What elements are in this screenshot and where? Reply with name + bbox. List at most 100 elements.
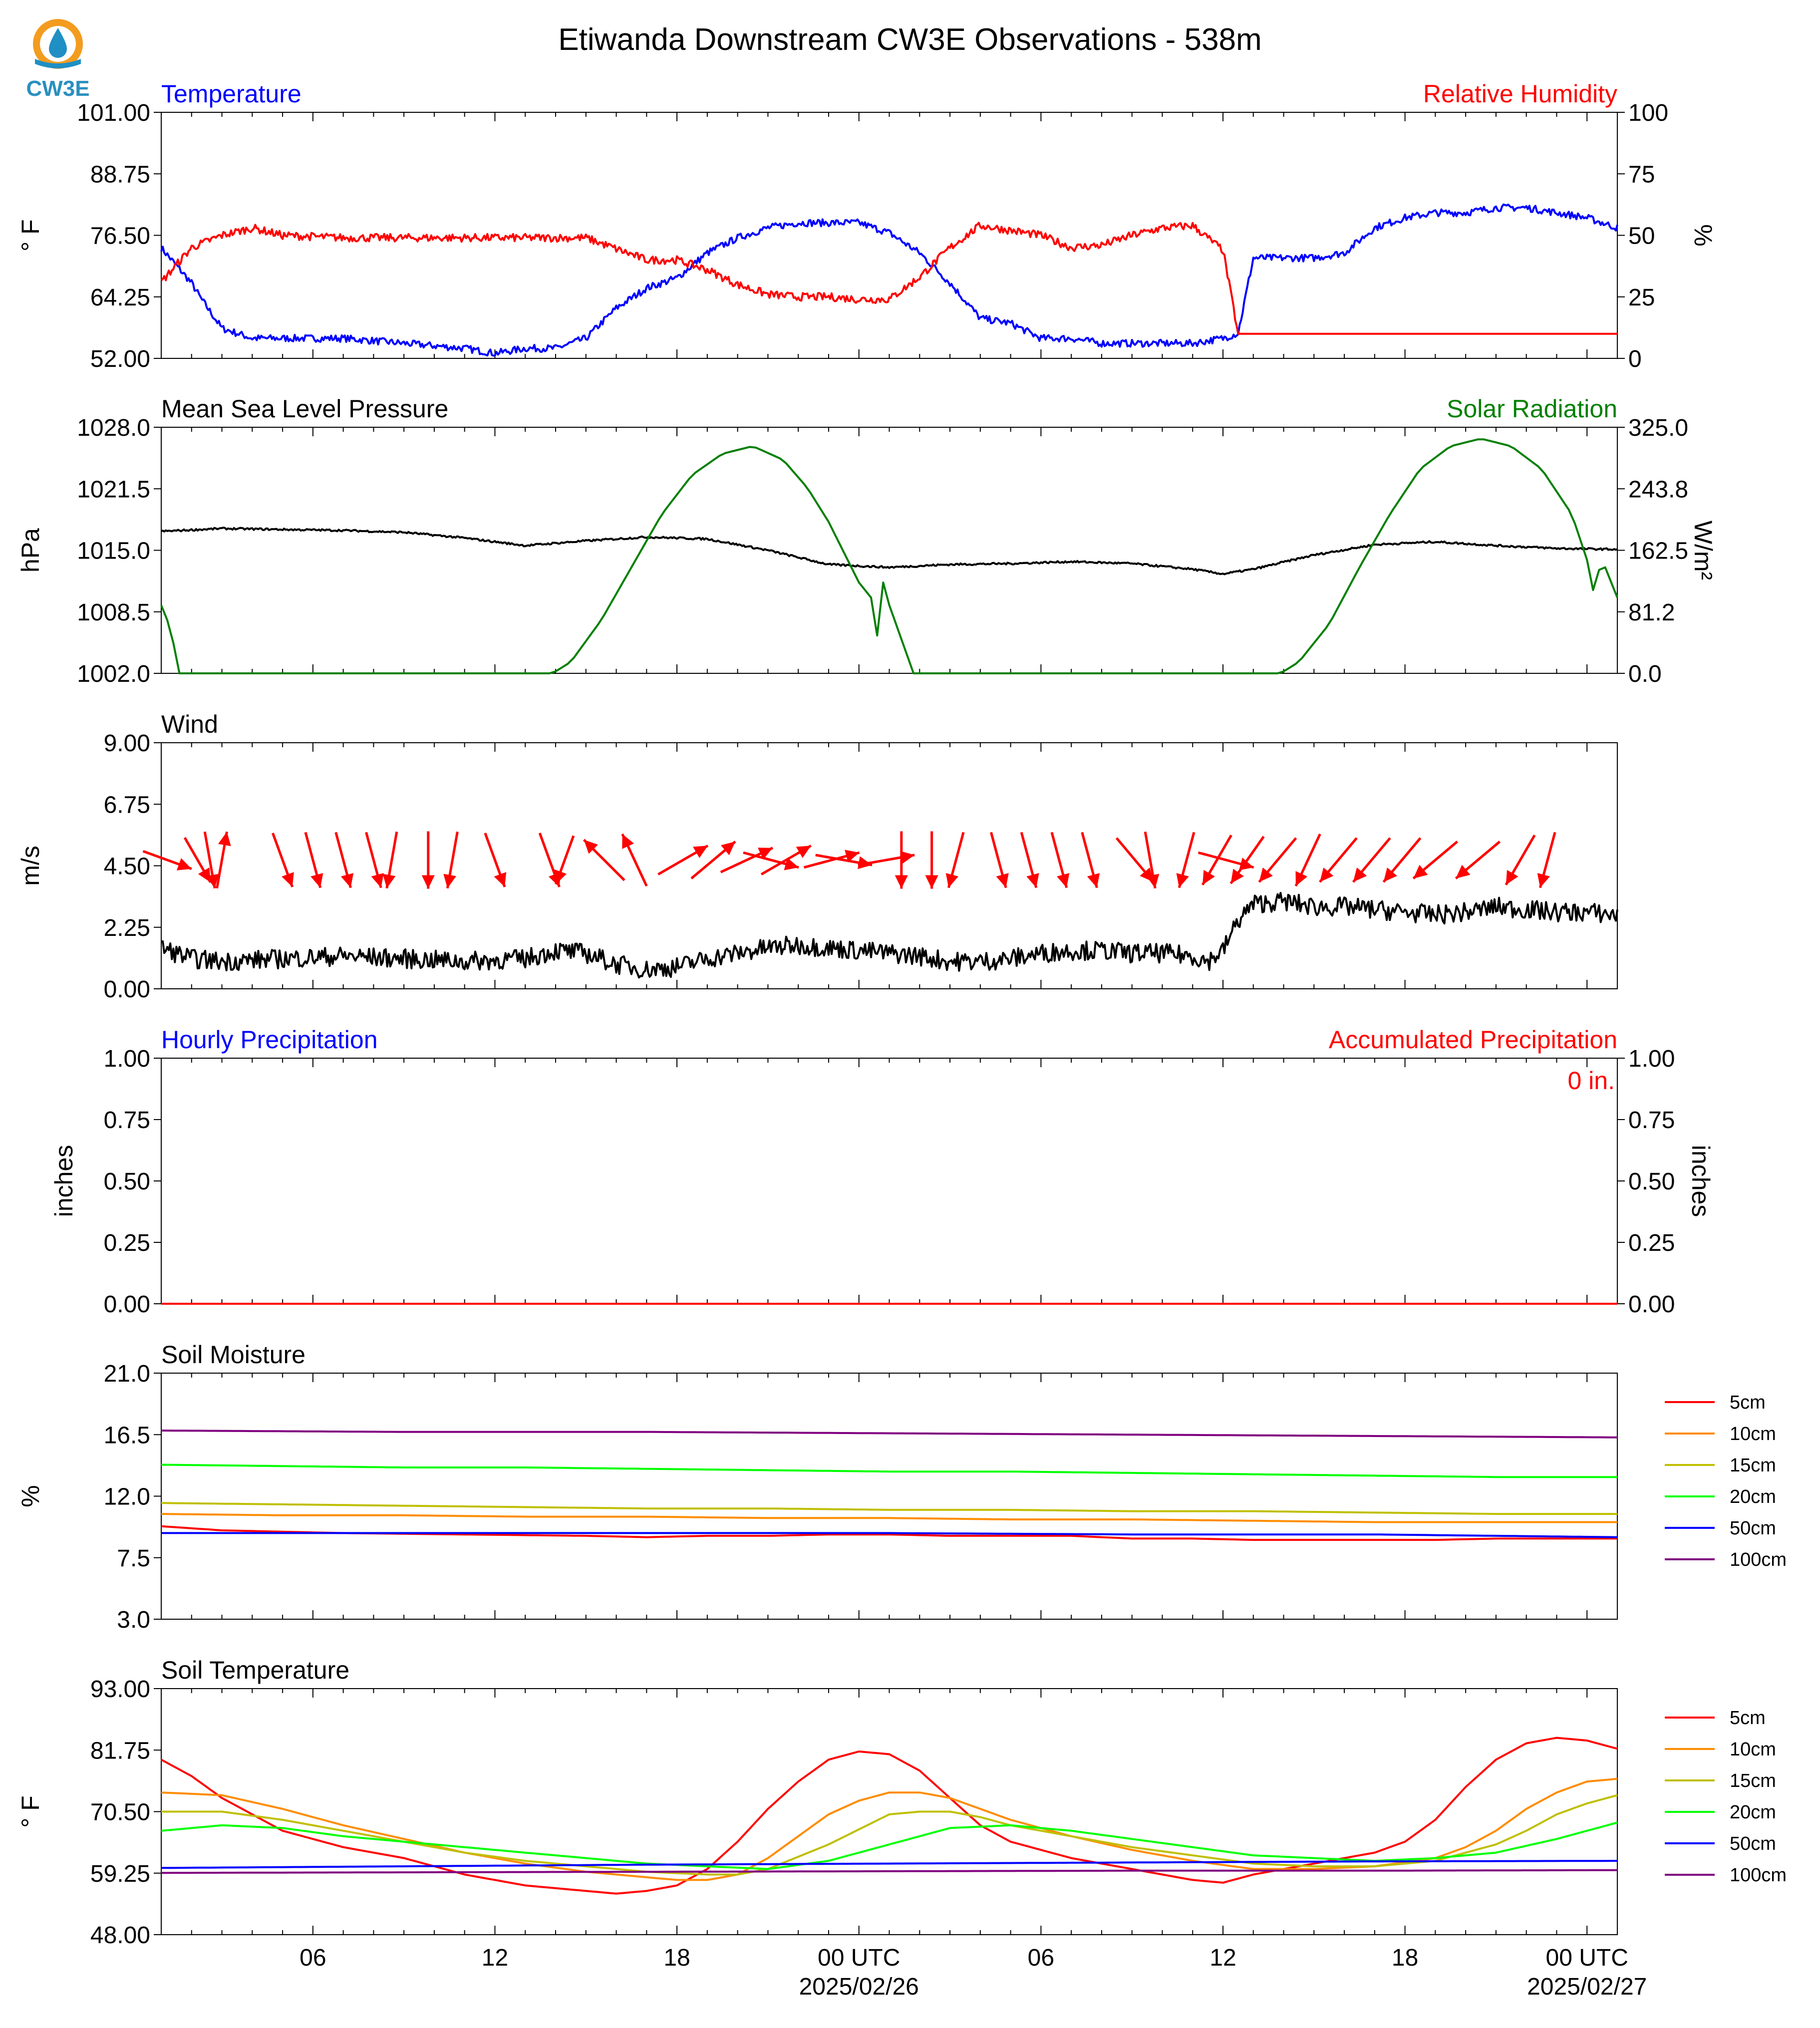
precip-total-label: 0 in. <box>1567 1067 1615 1095</box>
wind-arrow-head <box>340 873 354 888</box>
x-tick-label: 12 <box>1210 1945 1236 1971</box>
legend-label: 5cm <box>1730 1708 1766 1729</box>
y-tick-label: 76.50 <box>90 223 150 250</box>
series-line-mean-sea-level-pressure <box>161 527 1618 576</box>
panel-title: Hourly Precipitation <box>161 1026 378 1054</box>
wind-arrow-head <box>996 873 1009 888</box>
series-line-100cm <box>161 1430 1617 1439</box>
y-tick-label: 9.00 <box>104 730 150 757</box>
chart-panels: 52.00 64.25 76.50 88.75 101.00 0 25 50 75 100 Temp… <box>16 80 1787 2000</box>
y-tick-label: 0.00 <box>104 976 150 1003</box>
wind-arrow-head <box>784 858 799 870</box>
wind-arrow-head <box>282 872 294 887</box>
y-tick-label: 2.25 <box>104 915 150 941</box>
wind-arrow-head <box>757 848 773 860</box>
wind-arrow-head <box>1537 873 1550 888</box>
wind-arrow-head <box>945 873 958 888</box>
panel-right-title: Relative Humidity <box>1423 80 1617 108</box>
y-tick-label: 1008.5 <box>77 599 150 626</box>
right-y-tick-label: 325.0 <box>1628 415 1688 441</box>
y-tick-label: 6.75 <box>104 792 150 818</box>
x-date-label: 2025/02/26 <box>799 1974 919 2000</box>
legend: 5cm 10cm 15cm 20cm 50cm 100cm <box>1665 1708 1787 1886</box>
wind-arrow-head <box>895 875 908 889</box>
logo-drop <box>49 28 67 58</box>
series-line-5cm <box>161 1737 1618 1895</box>
y-tick-label: 52.00 <box>90 346 150 372</box>
y-axis-label: ° F <box>16 219 44 251</box>
wind-arrow <box>1382 837 1422 883</box>
wind-arrow-head <box>796 846 811 859</box>
panel-3: 0.00 0.25 0.50 0.75 1.00 0.00 0.25 0.50 0.75 1.00… <box>50 1026 1715 1318</box>
wind-arrow <box>443 831 459 889</box>
y-tick-label: 59.25 <box>90 1861 150 1887</box>
wind-arrow <box>657 845 709 875</box>
right-y-tick-label: 0.75 <box>1628 1107 1675 1134</box>
y-tick-label: 0.25 <box>104 1230 150 1256</box>
y-axis-label: hPa <box>16 528 44 573</box>
panel-4: 3.0 7.5 12.0 16.5 21.0 Soil Moisture% 5cm 10cm 1… <box>16 1341 1787 1633</box>
wind-arrow-head <box>421 875 435 889</box>
legend-label: 20cm <box>1730 1802 1776 1823</box>
x-tick-label: 06 <box>300 1945 326 1971</box>
series-line-15cm <box>161 1502 1617 1515</box>
y-tick-label: 1002.0 <box>77 661 150 687</box>
wind-arrow-head <box>693 846 708 859</box>
panel-0: 52.00 64.25 76.50 88.75 101.00 0 25 50 75 100 Temp… <box>16 80 1717 372</box>
series-line-solar-radiation <box>160 438 1618 674</box>
cw3e-logo: CW3E <box>26 19 90 101</box>
wind-arrow-head <box>198 867 211 882</box>
y-axis-label: inches <box>50 1145 78 1217</box>
x-tick-label: 12 <box>482 1945 508 1971</box>
right-y-tick-label: 0 <box>1628 346 1642 372</box>
y-tick-label: 21.0 <box>104 1361 150 1387</box>
wind-arrow <box>925 831 938 889</box>
y-tick-label: 1021.5 <box>77 476 150 503</box>
wind-arrow <box>1229 836 1265 884</box>
right-y-tick-label: 243.8 <box>1628 476 1688 503</box>
wind-arrow <box>1050 832 1070 888</box>
wind-arrow-head <box>554 869 567 884</box>
legend: 5cm 10cm 15cm 20cm 50cm 100cm <box>1665 1392 1787 1570</box>
page-title: Etiwanda Downstream CW3E Observations - … <box>558 22 1261 57</box>
legend-label: 100cm <box>1730 1865 1787 1886</box>
series-line-temperature <box>160 203 1618 357</box>
wind-arrow <box>1081 832 1100 888</box>
series-line-100cm <box>161 1869 1618 1874</box>
wind-arrow <box>183 837 212 883</box>
wind-arrow <box>1144 831 1160 889</box>
wind-arrow <box>858 851 915 867</box>
legend-label: 50cm <box>1730 1518 1776 1539</box>
wind-arrow <box>1294 833 1321 887</box>
series-line-10cm <box>161 1513 1617 1523</box>
logo-wave <box>35 59 81 68</box>
wind-arrow-head <box>622 834 634 849</box>
wind-arrow-head <box>1456 865 1471 878</box>
panel-right-title: Accumulated Precipitation <box>1329 1026 1617 1054</box>
logo-text: CW3E <box>26 76 89 101</box>
wind-arrow <box>895 831 908 889</box>
wind-arrow-head <box>1026 873 1039 888</box>
wind-arrow <box>142 850 192 870</box>
panel-5: 48.00 59.25 70.50 81.75 93.00 Soil Temperatur… <box>16 1656 1787 1949</box>
wind-arrow-head <box>218 832 231 847</box>
legend-label: 100cm <box>1730 1549 1787 1570</box>
wind-arrow <box>334 832 354 888</box>
series-line-relative-humidity <box>160 222 1617 335</box>
wind-arrow <box>743 851 799 870</box>
legend-label: 10cm <box>1730 1424 1776 1445</box>
right-y-axis-label: W/m² <box>1689 521 1717 580</box>
x-date-label: 2025/02/27 <box>1527 1974 1647 2000</box>
wind-arrow <box>621 833 648 887</box>
wind-arrow <box>1352 837 1391 883</box>
wind-arrow <box>1505 834 1536 886</box>
wind-arrow <box>945 832 965 888</box>
y-tick-label: 1028.0 <box>77 415 150 441</box>
wind-arrow <box>1020 832 1039 888</box>
legend-label: 15cm <box>1730 1770 1776 1791</box>
right-y-tick-label: 75 <box>1628 161 1655 188</box>
panel-title: Soil Moisture <box>161 1341 305 1369</box>
x-axis-labels: 06 12 18 00 UTC 2025/02/26 06 12 18 00 UTC 2025/0… <box>300 1945 1647 2000</box>
